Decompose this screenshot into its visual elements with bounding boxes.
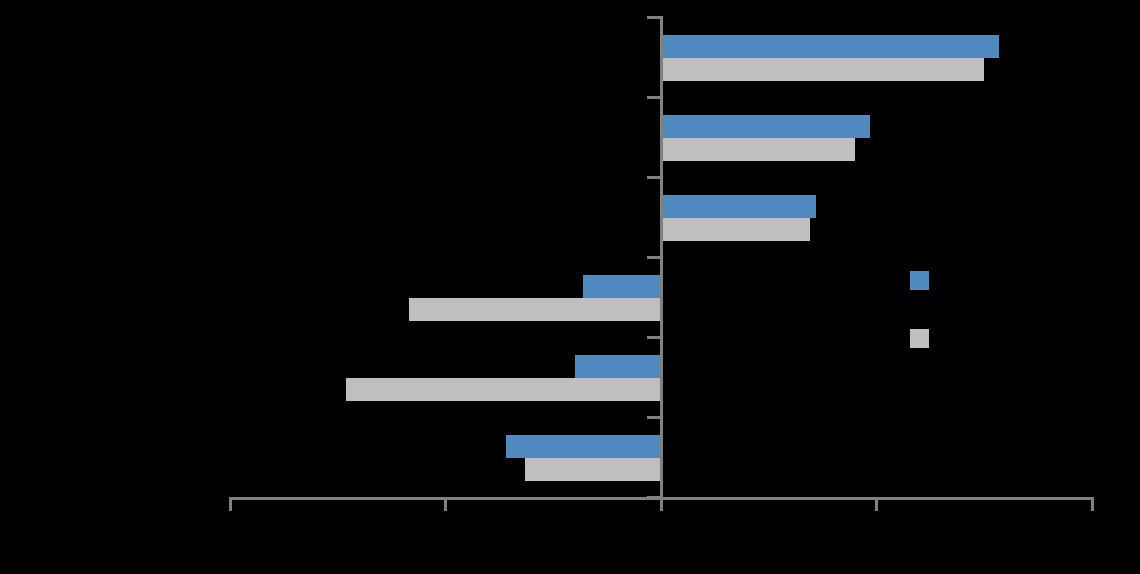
legend-swatch-blue-series [910,271,929,290]
y-axis-line [659,15,663,511]
bar-gray-series-category-3 [661,218,810,241]
y-axis-tick [646,175,660,179]
y-axis-tick [646,255,660,259]
bar-blue-series-category-5 [574,355,661,378]
x-axis-tick [659,497,663,511]
bar-gray-series-category-2 [661,138,855,161]
bar-blue-series-category-3 [661,195,817,218]
y-axis-tick [646,415,660,419]
y-axis-tick [646,495,660,499]
x-axis-tick [228,497,232,511]
bar-blue-series-category-1 [661,35,1000,58]
y-axis-tick [646,15,660,19]
y-axis-tick [646,95,660,99]
x-axis-tick [444,497,447,511]
bar-gray-series-category-4 [408,298,661,321]
bar-gray-series-category-5 [346,378,661,401]
y-axis-tick [646,335,660,339]
bar-gray-series-category-1 [661,58,985,81]
legend-swatch-gray-series [910,329,929,348]
x-axis-tick [1090,497,1094,511]
bar-blue-series-category-2 [661,115,871,138]
bar-blue-series-category-4 [583,275,661,298]
bar-blue-series-category-6 [505,435,661,458]
x-axis-tick [875,497,878,511]
bar-gray-series-category-6 [525,458,661,481]
